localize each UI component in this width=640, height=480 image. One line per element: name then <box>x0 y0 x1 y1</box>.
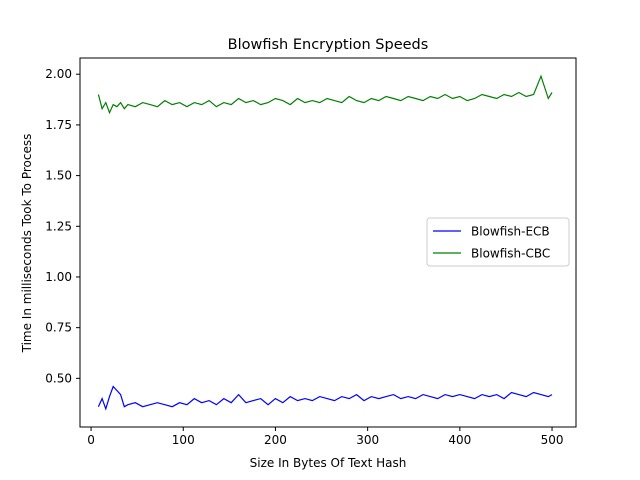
legend-box <box>426 217 570 267</box>
x-tick-label: 400 <box>448 433 471 447</box>
y-tick-label: 2.00 <box>45 67 72 81</box>
y-tick-label: 1.50 <box>45 169 72 183</box>
x-tick-label: 0 <box>87 433 95 447</box>
y-axis: 0.50 0.75 1.00 1.25 1.50 1.75 2.00 <box>45 67 80 385</box>
chart-title: Blowfish Encryption Speeds <box>228 37 429 53</box>
legend: Blowfish-ECB Blowfish-CBC <box>426 217 570 267</box>
legend-label-ecb: Blowfish-ECB <box>471 225 550 239</box>
x-tick-label: 200 <box>264 433 287 447</box>
series-line-blowfish-cbc <box>97 74 553 115</box>
x-axis: 0 100 200 300 400 500 <box>87 427 563 447</box>
y-axis-label: Time In milliseconds Took To Process <box>20 134 34 354</box>
x-axis-label: Size In Bytes Of Text Hash <box>250 456 407 470</box>
y-tick-label: 1.00 <box>45 270 72 284</box>
plot-frame <box>79 57 577 428</box>
y-tick-label: 0.75 <box>45 321 72 335</box>
x-tick-label: 100 <box>172 433 195 447</box>
series-layer <box>97 74 553 411</box>
series-line-blowfish-ecb <box>97 385 553 411</box>
y-tick-label: 1.25 <box>45 219 72 233</box>
legend-label-cbc: Blowfish-CBC <box>471 247 550 261</box>
x-tick-label: 300 <box>356 433 379 447</box>
x-tick-label: 500 <box>541 433 564 447</box>
y-tick-label: 1.75 <box>45 118 72 132</box>
y-tick-label: 0.50 <box>45 371 72 385</box>
